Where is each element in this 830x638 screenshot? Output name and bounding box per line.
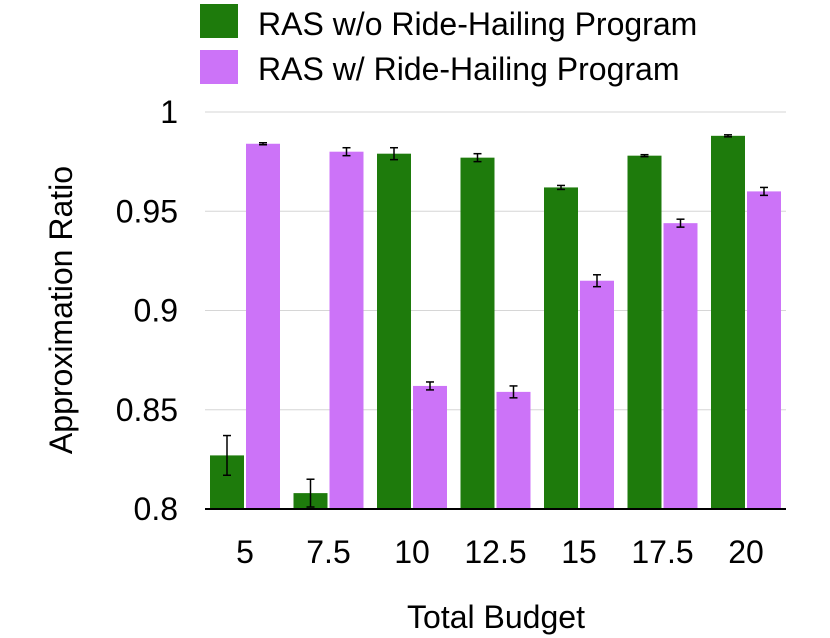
y-tick-label: 0.8 xyxy=(134,491,178,527)
bar-with-program xyxy=(663,223,698,509)
bar-with-program xyxy=(413,385,447,509)
x-tick-label: 7.5 xyxy=(306,534,350,570)
error-bars xyxy=(223,134,768,508)
y-axis-label: Approximation Ratio xyxy=(43,166,79,454)
y-tick-labels: 0.8 0.85 0.9 0.95 1 xyxy=(116,94,178,527)
bar-without-program xyxy=(377,153,411,509)
legend-swatch-without-program xyxy=(200,4,238,38)
y-tick-label: 1 xyxy=(160,94,178,130)
x-tick-label: 5 xyxy=(236,534,254,570)
y-tick-label: 0.95 xyxy=(116,193,178,229)
bars xyxy=(210,135,781,510)
x-tick-labels: 5 7.5 10 12.5 15 17.5 20 xyxy=(236,534,764,570)
legend: RAS w/o Ride-Hailing Program RAS w/ Ride… xyxy=(200,4,697,87)
x-tick-label: 12.5 xyxy=(464,534,526,570)
bar-with-program xyxy=(246,143,280,509)
x-tick-label: 15 xyxy=(561,534,597,570)
y-tick-label: 0.85 xyxy=(116,392,178,428)
gridlines xyxy=(205,111,786,411)
bar-without-program xyxy=(711,135,745,509)
x-axis-label: Total Budget xyxy=(407,599,585,635)
bar-with-program xyxy=(496,391,531,509)
x-tick-label: 20 xyxy=(728,534,764,570)
bar-with-program xyxy=(329,151,364,509)
legend-label-without-program: RAS w/o Ride-Hailing Program xyxy=(258,6,697,42)
bar-with-program xyxy=(580,280,614,509)
bar-with-program xyxy=(747,191,781,509)
y-tick-label: 0.9 xyxy=(134,293,178,329)
bar-without-program xyxy=(460,157,495,509)
x-tick-label: 17.5 xyxy=(631,534,693,570)
x-tick-label: 10 xyxy=(394,534,430,570)
bar-without-program xyxy=(627,155,662,510)
bar-without-program xyxy=(544,187,578,509)
legend-label-with-program: RAS w/ Ride-Hailing Program xyxy=(258,51,679,87)
legend-swatch-with-program xyxy=(200,50,238,84)
